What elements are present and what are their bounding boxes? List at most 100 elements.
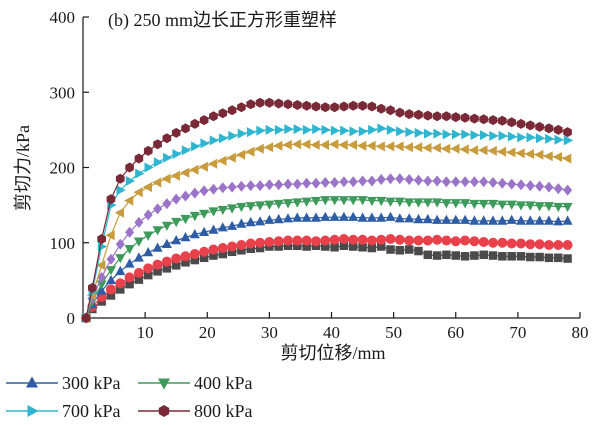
data-point xyxy=(525,239,535,249)
data-point xyxy=(433,129,442,139)
y-axis-title: 剪切力/kPa xyxy=(13,125,33,211)
data-point xyxy=(516,148,525,158)
data-point xyxy=(348,196,358,205)
data-point xyxy=(191,141,200,151)
data-point xyxy=(106,284,116,294)
data-point xyxy=(284,124,293,134)
x-tick-label: 50 xyxy=(385,323,402,342)
data-point xyxy=(330,177,339,188)
data-point xyxy=(525,149,534,159)
data-point xyxy=(535,202,545,211)
data-point xyxy=(302,212,312,221)
data-point xyxy=(479,251,488,259)
data-point xyxy=(377,123,386,133)
data-point xyxy=(246,239,256,249)
data-point xyxy=(424,129,433,139)
data-point xyxy=(274,99,283,109)
data-point xyxy=(376,235,386,245)
data-point xyxy=(312,124,321,134)
data-point xyxy=(478,145,487,155)
data-point xyxy=(451,199,461,208)
data-point xyxy=(301,139,310,149)
data-point xyxy=(199,162,208,172)
data-point xyxy=(452,251,461,259)
data-point xyxy=(424,251,433,259)
data-point xyxy=(161,174,170,184)
data-point xyxy=(283,235,293,245)
legend-marker xyxy=(159,405,169,417)
data-point xyxy=(479,114,488,124)
data-point xyxy=(498,116,507,126)
data-point xyxy=(292,139,301,149)
data-point xyxy=(413,142,422,152)
legend-item: 700 kPa xyxy=(6,401,121,421)
data-point xyxy=(404,235,414,245)
data-point xyxy=(470,251,479,259)
data-point xyxy=(450,144,459,154)
data-point xyxy=(154,157,163,167)
data-point xyxy=(553,152,562,162)
data-point xyxy=(536,133,545,143)
y-tick-label: 0 xyxy=(67,309,76,328)
data-point xyxy=(394,141,403,151)
data-point xyxy=(377,104,386,114)
data-point xyxy=(302,178,311,189)
data-point xyxy=(543,151,552,161)
data-point xyxy=(471,130,480,140)
data-point xyxy=(181,251,191,261)
data-point xyxy=(497,201,507,210)
data-point xyxy=(292,235,302,245)
data-point xyxy=(535,122,544,132)
y-tick-label: 300 xyxy=(50,83,76,102)
data-point xyxy=(470,114,479,124)
data-point xyxy=(349,101,358,111)
data-point xyxy=(182,145,191,155)
data-point xyxy=(135,169,144,179)
data-point xyxy=(451,236,461,246)
data-point xyxy=(190,249,200,259)
data-point xyxy=(414,175,423,186)
data-point xyxy=(544,215,554,224)
data-point xyxy=(256,180,265,191)
data-point xyxy=(274,236,284,246)
data-point xyxy=(209,184,218,195)
data-point xyxy=(488,238,498,248)
data-point xyxy=(479,200,489,209)
data-point xyxy=(507,252,515,260)
data-point xyxy=(517,132,526,142)
data-point xyxy=(479,176,488,187)
data-point xyxy=(265,179,274,190)
data-point xyxy=(554,125,563,135)
data-point xyxy=(208,159,217,169)
series-100-kpa xyxy=(82,242,572,323)
data-point xyxy=(461,176,470,187)
data-point xyxy=(358,176,367,187)
data-point xyxy=(554,183,563,194)
data-point xyxy=(516,239,526,249)
data-point xyxy=(480,130,489,140)
data-point xyxy=(359,126,368,136)
data-point xyxy=(219,108,228,118)
data-point xyxy=(152,178,161,188)
y-tick-label: 100 xyxy=(50,234,76,253)
data-point xyxy=(358,235,368,245)
data-point xyxy=(433,111,442,121)
data-point xyxy=(358,101,367,111)
data-point xyxy=(396,108,405,118)
data-point xyxy=(563,127,572,137)
data-point xyxy=(441,199,451,208)
data-point xyxy=(507,179,516,190)
data-point xyxy=(246,99,255,109)
data-point xyxy=(275,125,284,135)
data-point xyxy=(245,147,254,157)
y-tick-label: 400 xyxy=(50,8,76,27)
data-point xyxy=(219,133,228,143)
x-tick-label: 40 xyxy=(323,323,340,342)
data-point xyxy=(153,203,162,214)
data-point xyxy=(293,179,302,190)
data-point xyxy=(303,125,312,135)
data-point xyxy=(506,147,515,157)
legend-marker xyxy=(28,405,39,417)
data-point xyxy=(545,134,554,144)
